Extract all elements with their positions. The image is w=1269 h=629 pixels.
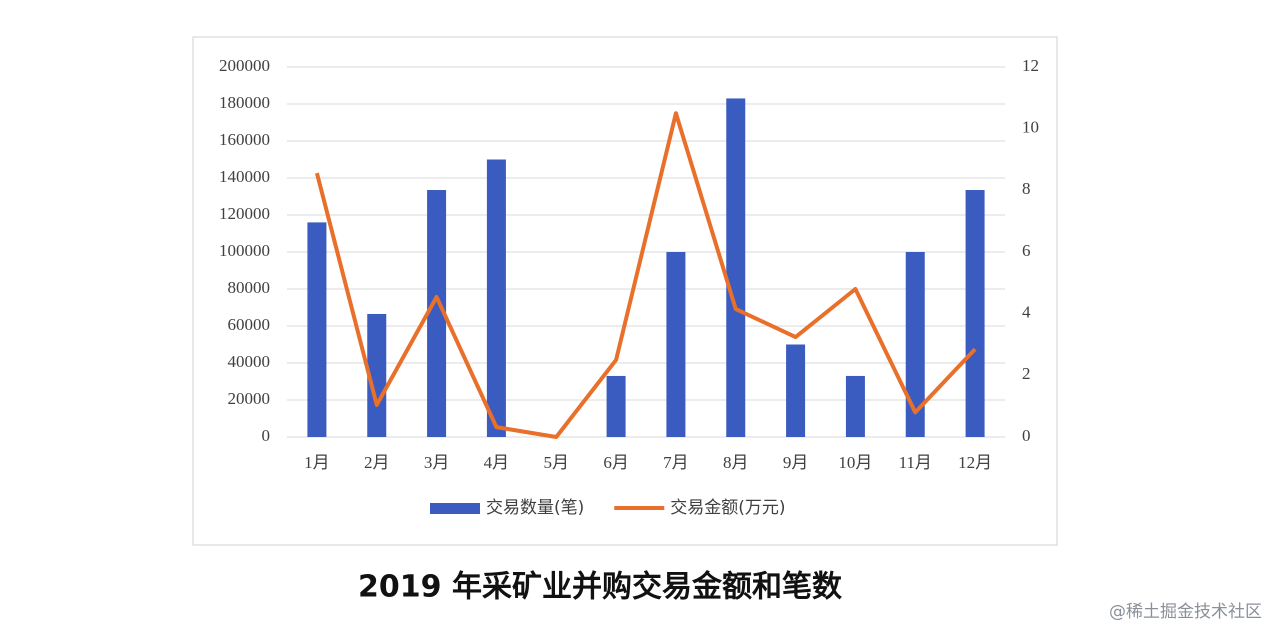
bar [845,375,865,437]
y2-tick-label: 2 [1022,364,1031,383]
bar [486,159,506,437]
y-tick-label: 80000 [228,278,271,297]
y-tick-label: 40000 [228,352,271,371]
bar [427,190,447,437]
x-tick-label: 4月 [484,453,510,472]
x-tick-label: 5月 [544,453,570,472]
x-tick-label: 12月 [958,453,992,472]
y2-tick-label: 12 [1022,56,1039,75]
y-tick-label: 60000 [228,315,271,334]
y2-tick-label: 8 [1022,179,1031,198]
legend-label: 交易数量(笔) [486,498,584,518]
y-tick-label: 200000 [219,56,270,75]
bar [726,98,746,437]
x-tick-label: 9月 [783,453,809,472]
y2-tick-label: 0 [1022,426,1031,445]
watermark: @稀土掘金技术社区 [1109,602,1262,622]
x-tick-label: 8月 [723,453,749,472]
bar [965,190,985,437]
x-tick-label: 6月 [603,453,629,472]
x-tick-label: 1月 [304,453,330,472]
x-tick-label: 11月 [899,453,932,472]
y-tick-label: 180000 [219,93,270,112]
bar [367,313,387,437]
y-tick-label: 160000 [219,130,270,149]
legend-swatch [430,503,480,514]
bar [307,222,327,437]
y-tick-label: 0 [262,426,271,445]
y2-tick-label: 4 [1022,303,1031,322]
y-tick-label: 120000 [219,204,270,223]
x-tick-label: 2月 [364,453,390,472]
x-tick-label: 7月 [663,453,689,472]
y-tick-label: 20000 [228,389,271,408]
y2-tick-label: 10 [1022,118,1039,137]
bar [666,252,686,437]
y-tick-label: 100000 [219,241,270,260]
x-tick-label: 10月 [838,453,872,472]
y2-tick-label: 6 [1022,241,1031,260]
bar [606,375,626,437]
bar [905,252,925,437]
x-tick-label: 3月 [424,453,450,472]
y-tick-label: 140000 [219,167,270,186]
legend-label: 交易金额(万元) [670,498,785,518]
bar [786,344,806,437]
chart-title: 2019 年采矿业并购交易金额和笔数 [358,570,843,605]
line [314,111,977,439]
